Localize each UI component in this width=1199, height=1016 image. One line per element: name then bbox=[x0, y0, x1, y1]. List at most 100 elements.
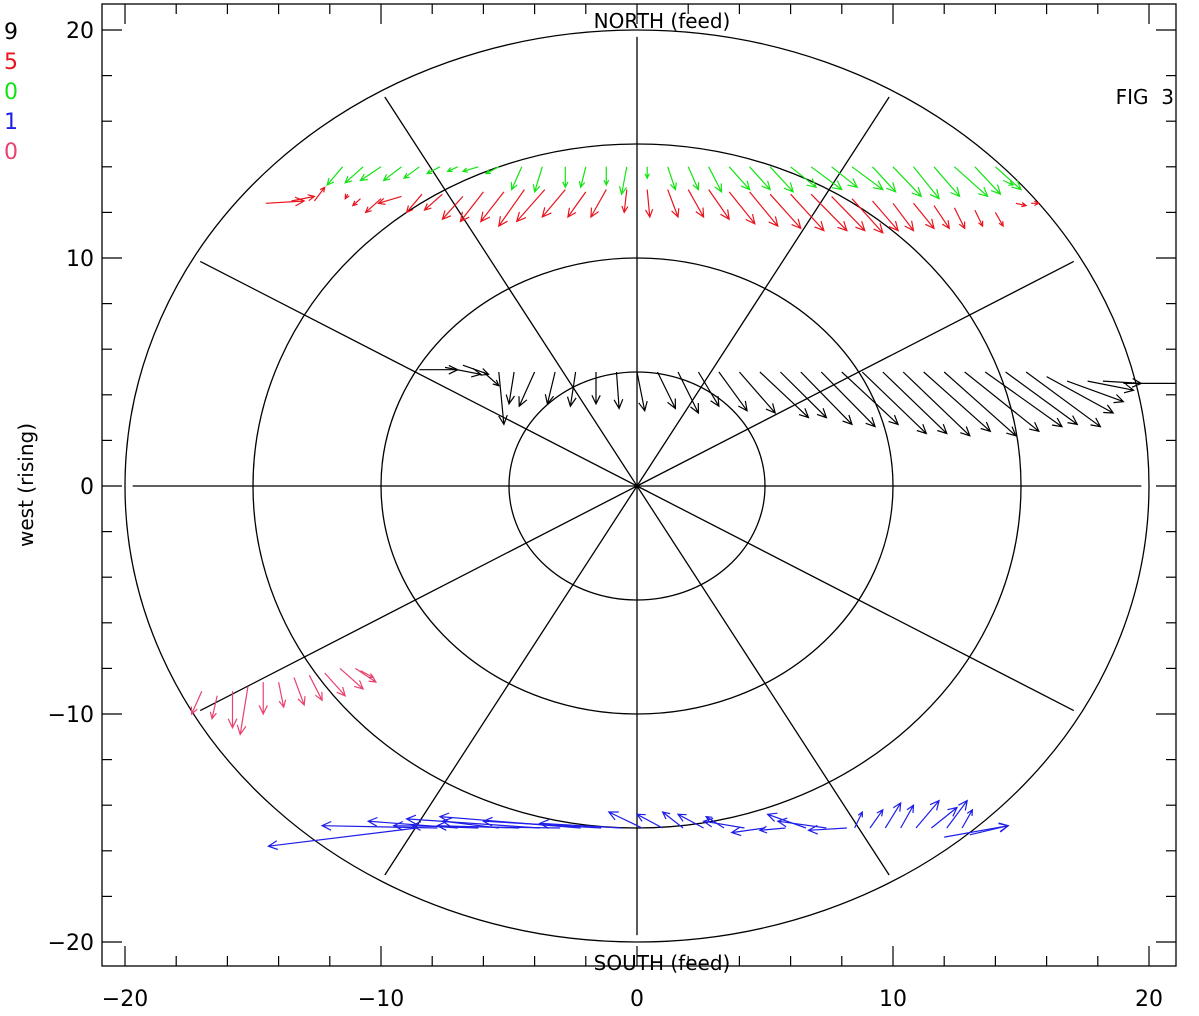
vector-arrow bbox=[355, 667, 378, 683]
vector-arrow bbox=[1046, 376, 1115, 414]
vector-arrow bbox=[687, 189, 705, 219]
y-tick-label: −20 bbox=[48, 931, 94, 956]
vector-arrow bbox=[892, 202, 915, 232]
vector-arrow bbox=[759, 371, 810, 419]
vector-arrow bbox=[779, 371, 828, 419]
vector-arrow bbox=[339, 667, 365, 690]
vector-arrow bbox=[730, 826, 766, 837]
vector-arrow bbox=[953, 207, 966, 230]
x-tick-label: −20 bbox=[102, 987, 148, 1012]
vector-arrow bbox=[313, 186, 326, 202]
vector-arrow bbox=[861, 371, 928, 435]
vector-arrow bbox=[790, 166, 818, 189]
vector-arrow bbox=[933, 205, 951, 230]
axis-ticks: −20 −10 0 10 20 −20 −10 0 10 20 bbox=[48, 4, 1176, 1012]
vector-arrow bbox=[810, 166, 843, 191]
vector-arrow bbox=[994, 212, 1004, 228]
vector-arrow bbox=[718, 371, 748, 412]
vector-series bbox=[190, 166, 1176, 851]
vector-arrow bbox=[884, 801, 902, 829]
vector-arrow bbox=[364, 198, 382, 214]
vector-arrow bbox=[961, 808, 974, 829]
vector-arrow bbox=[190, 690, 203, 716]
vector-arrow bbox=[544, 371, 556, 406]
vector-arrow bbox=[769, 166, 795, 193]
vector-arrow bbox=[851, 166, 884, 191]
vector-arrow bbox=[995, 166, 1023, 191]
vector-arrow bbox=[667, 166, 677, 191]
x-tick-label: 20 bbox=[1135, 987, 1163, 1012]
vector-arrow bbox=[324, 672, 347, 697]
vector-arrow bbox=[344, 193, 350, 200]
y-tick-label: −10 bbox=[48, 703, 94, 728]
vector-arrow bbox=[687, 166, 700, 191]
grid-spoke bbox=[384, 96, 638, 487]
vector-arrow bbox=[566, 371, 577, 408]
vector-arrow bbox=[974, 209, 984, 228]
vector-arrow bbox=[915, 799, 940, 829]
grid-spoke bbox=[199, 260, 638, 487]
x-tick-label: 0 bbox=[630, 987, 644, 1012]
vector-arrow bbox=[518, 371, 536, 408]
legend-entry: 0 bbox=[4, 80, 18, 105]
x-tick-label: 10 bbox=[879, 987, 907, 1012]
vector-arrow bbox=[954, 166, 989, 198]
figure-label: FIG 3 bbox=[1116, 85, 1174, 109]
vector-arrow bbox=[1002, 179, 1015, 186]
vector-arrow bbox=[758, 825, 786, 834]
vector-arrow bbox=[567, 191, 587, 219]
vector-arrow bbox=[831, 166, 859, 189]
vector-arrow bbox=[931, 806, 959, 829]
vector-arrow bbox=[708, 166, 723, 194]
vector-arrow bbox=[635, 813, 663, 829]
vector-arrow bbox=[541, 189, 566, 219]
vector-arrow bbox=[790, 193, 825, 232]
vector-arrow bbox=[515, 189, 546, 223]
vector-arrow bbox=[869, 808, 884, 829]
vector-arrow bbox=[854, 810, 863, 829]
vector-arrow bbox=[913, 166, 940, 200]
vector-arrow bbox=[621, 189, 629, 214]
vector-arrow bbox=[227, 691, 238, 730]
vector-arrow bbox=[964, 371, 1040, 433]
vector-series-group bbox=[326, 166, 1023, 200]
vector-arrow bbox=[351, 198, 361, 207]
vector-arrow bbox=[505, 371, 515, 406]
y-tick-label: 20 bbox=[66, 19, 94, 44]
vector-arrow bbox=[676, 813, 704, 829]
vector-series-group bbox=[267, 799, 1010, 851]
vector-arrow bbox=[841, 371, 900, 426]
vector-arrow bbox=[900, 804, 915, 829]
vector-arrow bbox=[851, 198, 884, 234]
vector-arrow bbox=[382, 166, 402, 182]
vector-arrow bbox=[441, 195, 464, 221]
vector-arrow bbox=[377, 195, 402, 205]
vector-arrow bbox=[766, 812, 807, 829]
vector-arrow bbox=[933, 166, 961, 198]
left-legend: 9 5 0 1 0 bbox=[4, 20, 18, 165]
vector-arrow bbox=[532, 166, 543, 194]
vector-arrow bbox=[359, 166, 382, 182]
vector-arrow bbox=[944, 822, 1010, 838]
vector-series-group bbox=[190, 667, 378, 736]
y-axis-title: west (rising) bbox=[14, 423, 38, 547]
vector-arrow bbox=[776, 817, 827, 829]
vector-arrow bbox=[459, 191, 484, 223]
vector-arrow bbox=[590, 189, 607, 219]
vector-arrow bbox=[607, 811, 643, 829]
vector-arrow bbox=[749, 191, 779, 228]
vector-arrow bbox=[425, 166, 441, 175]
vector-arrow bbox=[209, 695, 218, 720]
vector-arrow bbox=[943, 371, 1017, 437]
vector-arrow bbox=[1123, 382, 1176, 384]
vector-arrow bbox=[1066, 380, 1125, 404]
grid-spoke bbox=[199, 485, 638, 712]
legend-entry: 1 bbox=[4, 110, 18, 135]
legend-entry: 5 bbox=[4, 50, 18, 75]
vector-arrow bbox=[872, 166, 897, 193]
vector-arrow bbox=[738, 371, 777, 415]
legend-entry: 9 bbox=[4, 20, 18, 45]
vector-arrow bbox=[236, 686, 249, 736]
vector-arrow bbox=[293, 677, 306, 707]
